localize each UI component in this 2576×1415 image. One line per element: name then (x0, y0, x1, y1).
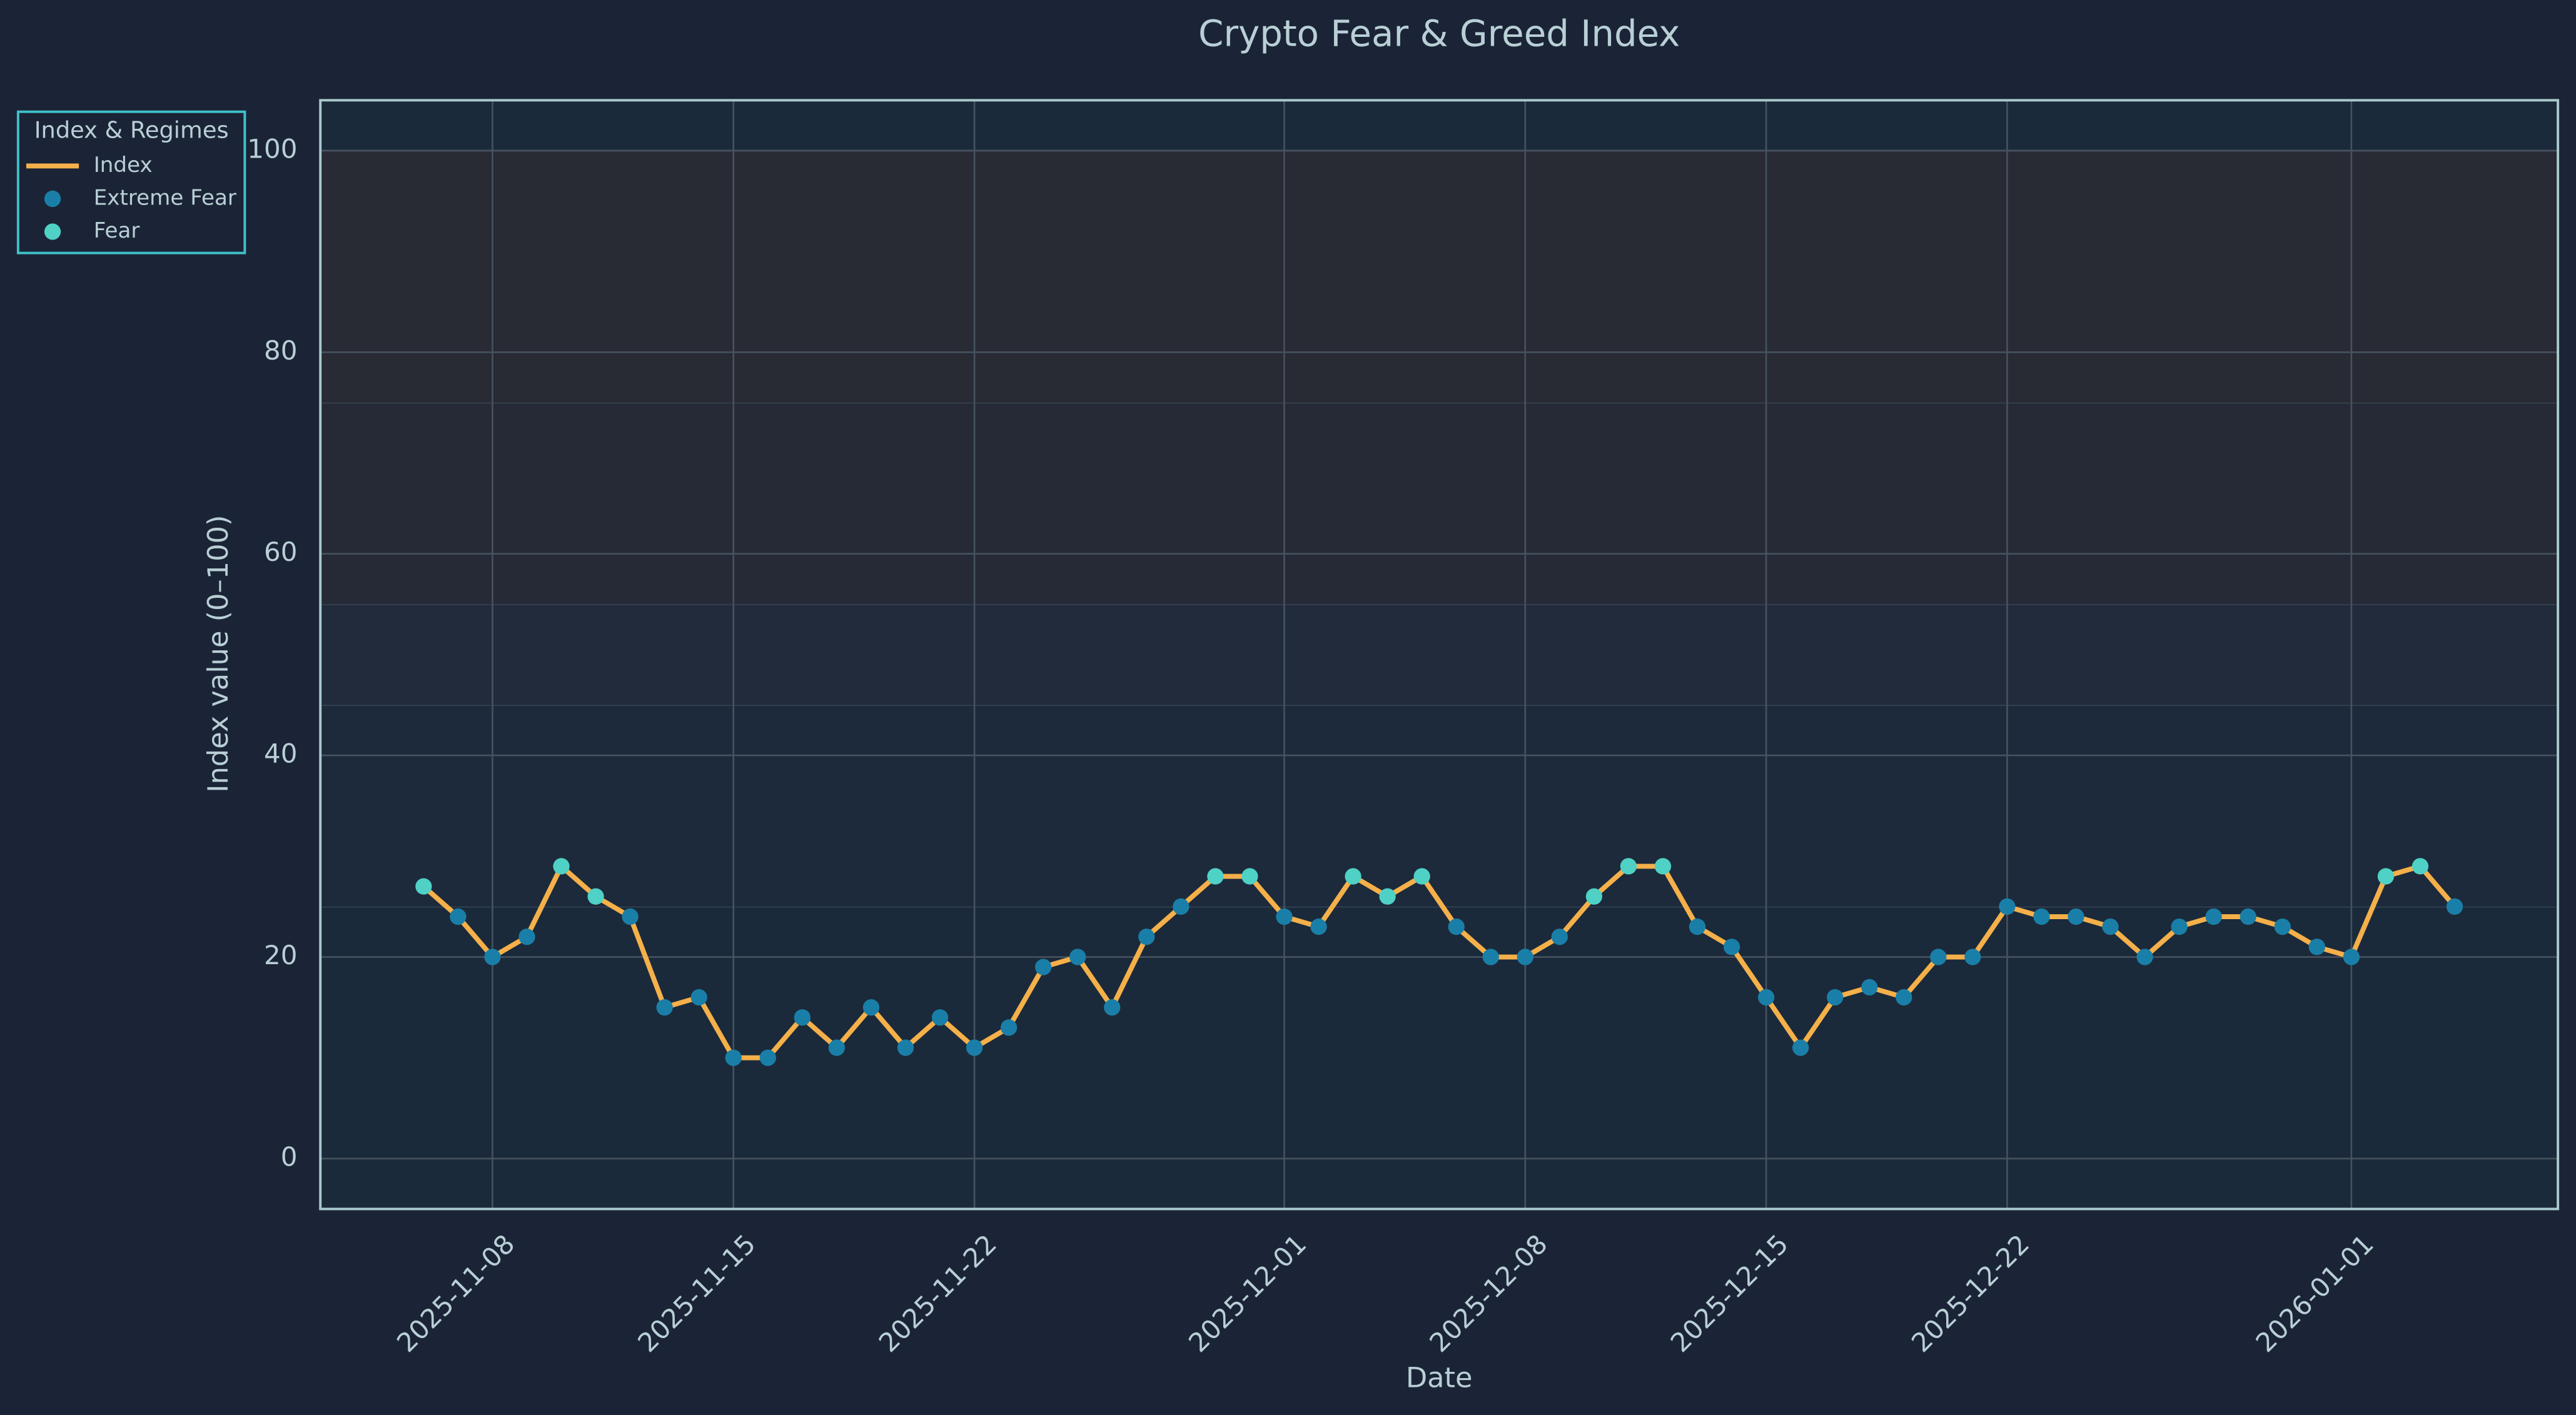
regime-marker (1517, 949, 1533, 965)
regime-marker (2446, 898, 2463, 915)
regime-marker (656, 999, 673, 1016)
regime-marker (1896, 989, 1912, 1006)
regime-marker (2171, 919, 2188, 935)
regime-marker (1861, 979, 1878, 995)
regime-marker (1241, 868, 1258, 885)
regime-marker (1345, 868, 1361, 885)
regime-marker (587, 888, 604, 905)
regime-marker (931, 1009, 949, 1026)
legend-swatch (44, 190, 61, 208)
regime-marker (450, 908, 467, 925)
legend-title: Index & Regimes (34, 117, 229, 144)
legend-label: Index (94, 153, 153, 178)
regime-marker (1000, 1019, 1018, 1036)
regime-marker (828, 1039, 846, 1056)
regime-marker (862, 999, 880, 1016)
regime-marker (725, 1049, 742, 1066)
regime-marker (2033, 908, 2050, 925)
legend-swatch (44, 223, 61, 240)
regime-marker (1999, 898, 2016, 915)
regime-marker (1379, 888, 1396, 905)
regime-marker (1310, 919, 1327, 935)
regime-marker (1930, 949, 1947, 965)
y-axis-label: Index value (0–100) (202, 515, 235, 793)
regime-marker (1689, 919, 1706, 935)
regime-band (320, 604, 2558, 705)
y-tick-label: 0 (281, 1141, 298, 1172)
regime-marker (1585, 888, 1603, 905)
regime-marker (2102, 919, 2119, 935)
axes-frame (319, 99, 2560, 1211)
regime-band (320, 150, 2558, 403)
regime-marker (553, 858, 570, 875)
regime-marker (1792, 1039, 1809, 1056)
regime-marker (2308, 939, 2325, 955)
regime-marker (622, 908, 639, 925)
regime-marker (1482, 949, 1499, 965)
regime-marker (1551, 929, 1568, 945)
regime-marker (2412, 858, 2429, 875)
regime-marker (1620, 858, 1637, 875)
regime-marker (415, 878, 432, 895)
regime-marker (1035, 959, 1052, 975)
regime-marker (1207, 868, 1224, 885)
regime-marker (2136, 949, 2153, 965)
regime-marker (1104, 999, 1121, 1016)
regime-marker (1448, 919, 1465, 935)
chart-title: Crypto Fear & Greed Index (1198, 13, 1680, 55)
y-tick-label: 100 (247, 133, 297, 164)
legend-label: Fear (94, 218, 141, 243)
regime-marker (897, 1039, 914, 1056)
regime-marker (1654, 858, 1672, 875)
regime-marker (1276, 908, 1293, 925)
regime-marker (1757, 989, 1775, 1006)
y-tick-label: 80 (264, 335, 297, 366)
regime-marker (759, 1049, 776, 1066)
regime-band (320, 705, 2558, 907)
regime-marker (2240, 908, 2256, 925)
regime-marker (966, 1039, 983, 1056)
regime-marker (1138, 929, 1155, 945)
regime-marker (1827, 989, 1844, 1006)
regime-marker (1413, 868, 1430, 885)
regime-marker (1069, 949, 1086, 965)
regime-marker (2343, 949, 2360, 965)
regime-band (320, 402, 2558, 605)
legend: Index & Regimes Index Extreme Fear Fear (16, 110, 246, 254)
regime-marker (484, 949, 501, 965)
regime-marker (2205, 908, 2222, 925)
y-tick-label: 60 (264, 536, 297, 567)
regime-marker (1723, 939, 1740, 955)
x-axis-label: Date (1406, 1362, 1473, 1394)
regime-marker (2377, 868, 2395, 885)
y-tick-label: 40 (264, 738, 297, 769)
legend-label: Extreme Fear (94, 185, 237, 210)
regime-marker (518, 929, 535, 945)
regime-marker (690, 989, 707, 1006)
y-tick-label: 20 (264, 940, 297, 970)
regime-marker (1964, 949, 1981, 965)
regime-marker (2068, 908, 2084, 925)
regime-marker (2274, 919, 2291, 935)
regime-band (320, 906, 2558, 1159)
regime-marker (794, 1009, 811, 1026)
regime-marker (1173, 898, 1190, 915)
